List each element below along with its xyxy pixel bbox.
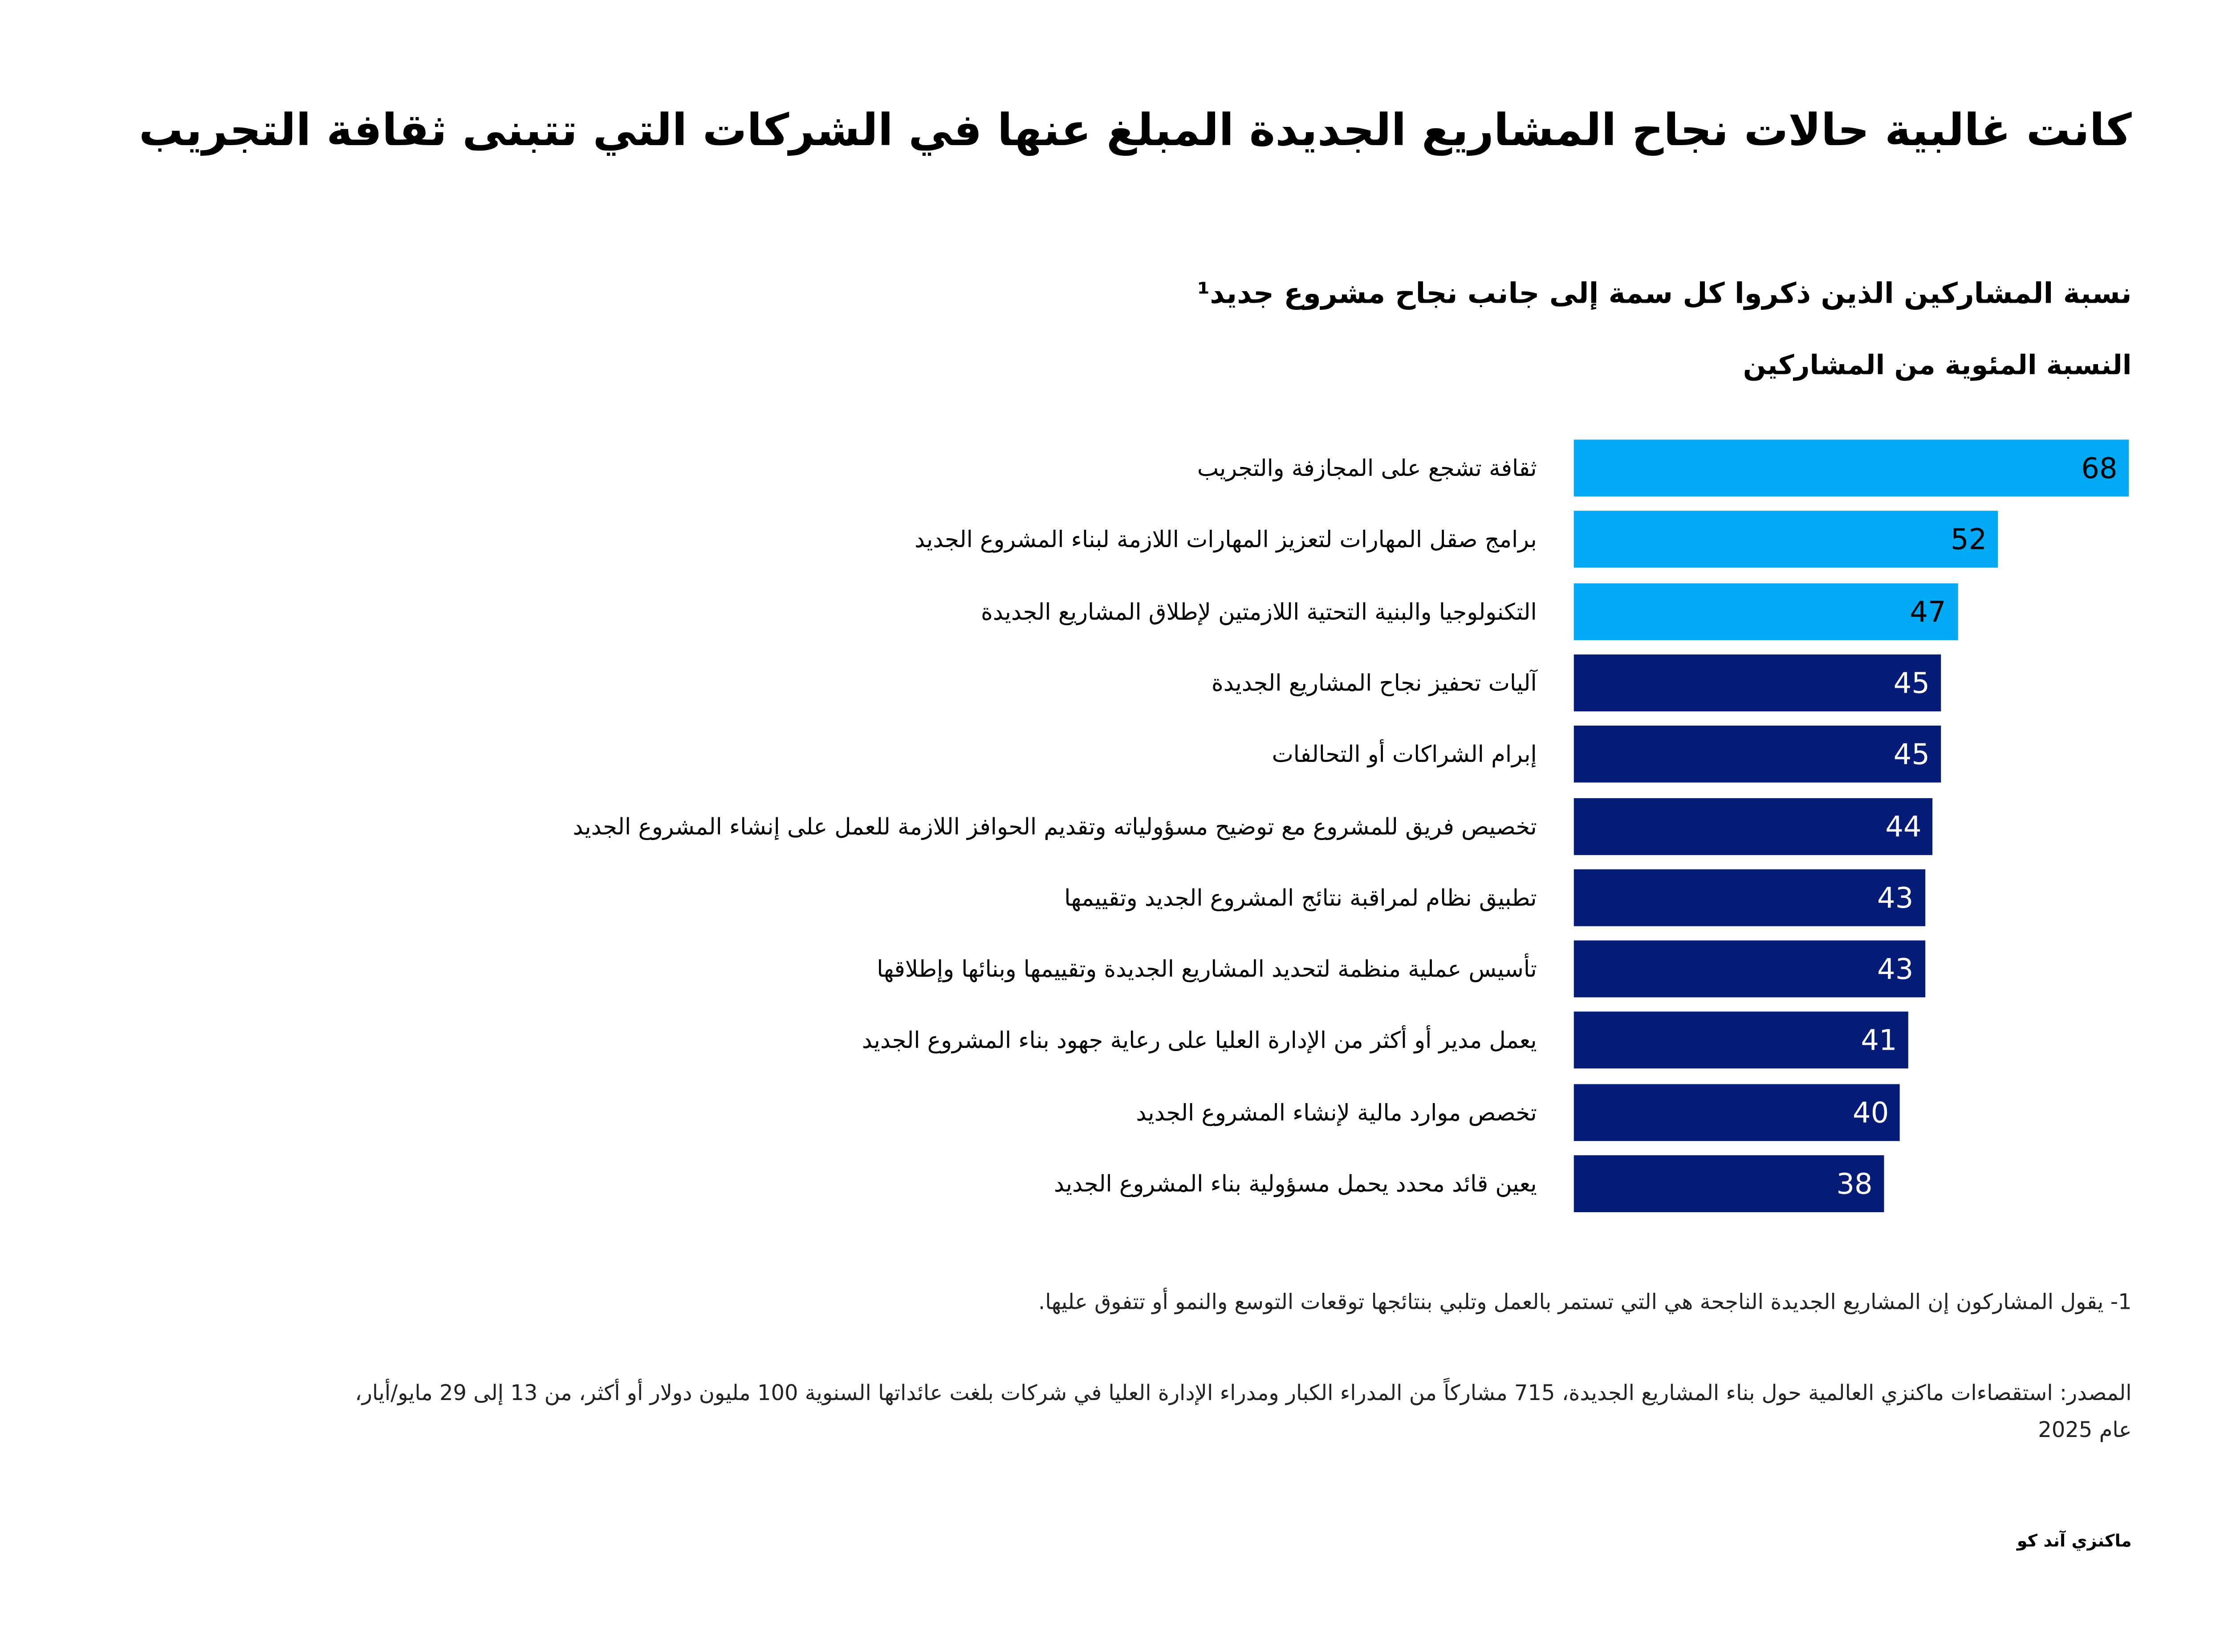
bar <box>1574 583 1958 640</box>
bar <box>1574 439 2129 497</box>
bar <box>1574 511 1998 568</box>
category-label: إبرام الشراكات أو التحالفات <box>1272 741 1537 768</box>
data-label: 47 <box>1910 594 1946 629</box>
category-label: التكنولوجيا والبنية التحتية اللازمتين لإ… <box>981 597 1537 625</box>
bar <box>1574 1012 1909 1069</box>
category-label: يعمل مدير أو أكثر من الإدارة العليا على … <box>862 1027 1537 1054</box>
category-label: تطبيق نظام لمراقبة نتائج المشروع الجديد … <box>1064 884 1537 911</box>
category-label: آليات تحفيز نجاح المشاريع الجديدة <box>1211 669 1537 697</box>
footnote: 1- يقول المشاركون إن المشاريع الجديدة ال… <box>1038 1289 2132 1315</box>
data-label: 68 <box>2081 451 2118 485</box>
data-label: 44 <box>1885 808 1922 843</box>
category-label: تأسيس عملية منظمة لتحديد المشاريع الجديد… <box>877 955 1537 983</box>
bar <box>1574 654 1941 711</box>
axis-label: النسبة المئوية من المشاركين <box>1743 350 2132 382</box>
category-label: يعين قائد محدد يحمل مسؤولية بناء المشروع… <box>1054 1170 1537 1197</box>
bar <box>1574 1155 1884 1212</box>
data-label: 45 <box>1893 666 1930 700</box>
category-label: تخصيص فريق للمشروع مع توضيح مسؤولياته وت… <box>573 812 1537 840</box>
chart-title: كانت غالبية حالات نجاح المشاريع الجديدة … <box>138 105 2132 157</box>
data-label: 45 <box>1893 737 1930 771</box>
bar <box>1574 940 1925 998</box>
bar <box>1574 797 1933 855</box>
data-label: 38 <box>1836 1166 1873 1201</box>
data-label: 52 <box>1951 522 1987 557</box>
data-label: 43 <box>1877 880 1914 915</box>
brand-logo: ماكنزي آند كو <box>2017 1530 2132 1551</box>
category-label: ثقافة تشجع على المجازفة والتجريب <box>1197 455 1537 482</box>
category-label: برامج صقل المهارات لتعزيز المهارات اللاز… <box>915 526 1537 553</box>
source-note: المصدر: استقصاءات ماكنزي العالمية حول بن… <box>355 1380 2132 1443</box>
bar <box>1574 1084 1900 1141</box>
data-label: 43 <box>1877 952 1914 986</box>
data-label: 40 <box>1853 1095 1889 1129</box>
bar <box>1574 726 1941 783</box>
bar <box>1574 869 1925 926</box>
chart-subtitle: نسبة المشاركين الذين ذكروا كل سمة إلى جا… <box>1197 276 2132 310</box>
category-label: تخصص موارد مالية لإنشاء المشروع الجديد <box>1136 1098 1537 1126</box>
data-label: 41 <box>1861 1023 1897 1058</box>
